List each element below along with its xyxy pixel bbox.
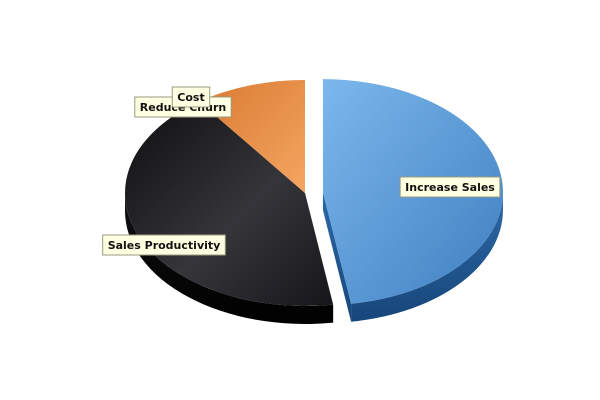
pie-side-increase-sales [351,192,503,322]
pie-label-increase-sales: Increase Sales [399,176,501,198]
pie-label-text-sales-productivity: Sales Productivity [108,239,221,252]
pie-label-cost: Cost [171,86,211,108]
pie-label-text-increase-sales: Increase Sales [405,181,495,194]
pie-label-text-cost: Cost [177,91,204,104]
pie-label-box-cost [171,86,211,108]
pie-label-box-increase-sales [399,176,501,198]
pie-label-box-sales-productivity [102,234,226,256]
pie-side-sales-productivity [125,193,334,324]
pie-side-walls [125,192,503,324]
pie-label-sales-productivity: Sales Productivity [102,234,226,256]
pie-cut-face-increase-sales-1 [322,192,352,322]
